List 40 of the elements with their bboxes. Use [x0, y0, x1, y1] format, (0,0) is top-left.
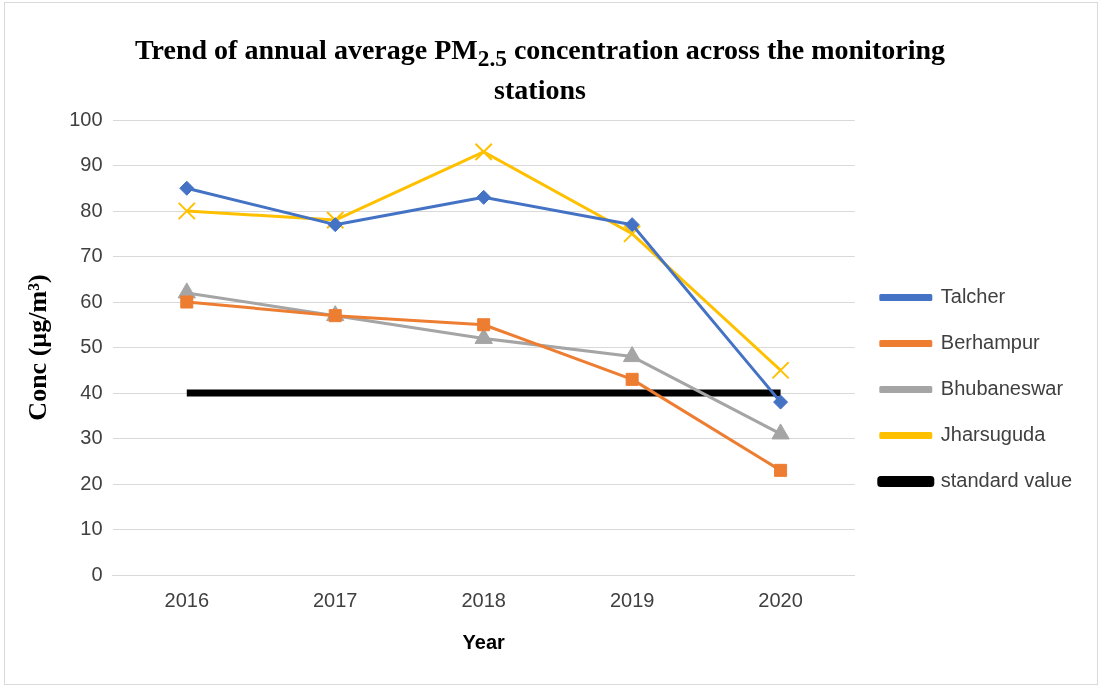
- point: [177, 201, 196, 221]
- point: [623, 224, 642, 243]
- point: [326, 210, 345, 230]
- point: [180, 295, 194, 309]
- point: [771, 361, 790, 380]
- chart-title: Trend of annual average PM$_{2.5}$ concentration across the monitoring stations: [134, 34, 946, 106]
- x-tick-label: 2017: [312, 588, 358, 611]
- y-tick-label: 60: [80, 289, 103, 312]
- point: [624, 217, 640, 233]
- x-axis-title: Year: [462, 630, 506, 653]
- legend-label: Talcher: [940, 285, 1006, 308]
- y-tick-label: 10: [80, 517, 103, 540]
- y-axis-title: Conc (µg/m³): [23, 274, 53, 421]
- legend-label: Jharsuguda: [940, 423, 1047, 446]
- point: [625, 372, 639, 386]
- y-tick-label: 30: [80, 426, 103, 449]
- y-tick-label: 70: [80, 244, 103, 267]
- point: [476, 189, 492, 205]
- y-tick-label: 0: [91, 562, 103, 585]
- y-tick-label: 80: [80, 198, 103, 221]
- y-tick-label: 40: [80, 380, 103, 403]
- point: [477, 318, 491, 332]
- y-tick-label: 100: [69, 107, 103, 130]
- y-tick-label: 90: [80, 153, 103, 176]
- x-tick-label: 2016: [164, 588, 210, 611]
- point: [622, 346, 642, 363]
- legend-label: Berhampur: [940, 331, 1041, 354]
- point: [771, 423, 790, 440]
- point: [773, 394, 789, 410]
- point: [774, 463, 788, 477]
- point: [327, 217, 343, 233]
- point: [179, 180, 195, 196]
- point: [474, 142, 493, 161]
- y-tick-label: 50: [80, 335, 103, 358]
- y-tick-label: 20: [80, 471, 103, 494]
- x-tick-label: 2018: [461, 588, 506, 611]
- x-tick-label: 2019: [609, 588, 655, 611]
- x-tick-label: 2020: [758, 588, 803, 611]
- legend-label: Bhubaneswar: [940, 377, 1064, 400]
- legend-label: standard value: [940, 469, 1072, 492]
